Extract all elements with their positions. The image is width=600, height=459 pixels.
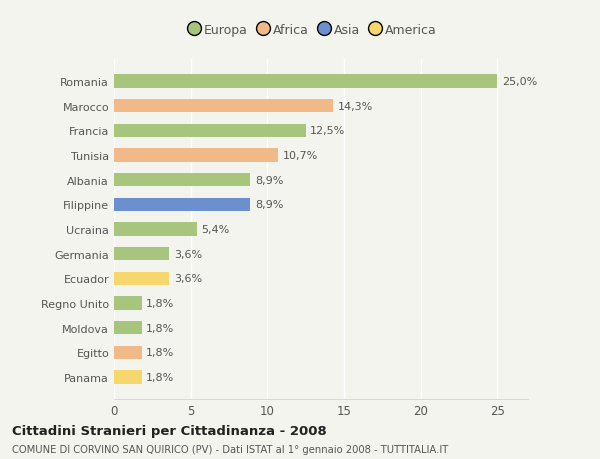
Text: COMUNE DI CORVINO SAN QUIRICO (PV) - Dati ISTAT al 1° gennaio 2008 - TUTTITALIA.: COMUNE DI CORVINO SAN QUIRICO (PV) - Dat… — [12, 444, 448, 454]
Text: 3,6%: 3,6% — [174, 274, 202, 284]
Text: 8,9%: 8,9% — [255, 175, 283, 185]
Bar — [114, 124, 305, 138]
Bar — [114, 75, 497, 89]
Bar — [114, 247, 169, 261]
Bar — [114, 100, 333, 113]
Bar — [114, 272, 169, 285]
Legend: Europa, Africa, Asia, America: Europa, Africa, Asia, America — [187, 22, 439, 40]
Bar — [114, 198, 250, 212]
Text: 1,8%: 1,8% — [146, 347, 175, 358]
Text: 1,8%: 1,8% — [146, 323, 175, 333]
Text: 3,6%: 3,6% — [174, 249, 202, 259]
Text: 8,9%: 8,9% — [255, 200, 283, 210]
Text: 1,8%: 1,8% — [146, 298, 175, 308]
Text: 1,8%: 1,8% — [146, 372, 175, 382]
Bar — [114, 321, 142, 335]
Text: 5,4%: 5,4% — [202, 224, 230, 235]
Text: 25,0%: 25,0% — [502, 77, 537, 87]
Bar — [114, 174, 250, 187]
Bar — [114, 223, 197, 236]
Bar — [114, 149, 278, 162]
Text: Cittadini Stranieri per Cittadinanza - 2008: Cittadini Stranieri per Cittadinanza - 2… — [12, 424, 327, 437]
Bar — [114, 370, 142, 384]
Bar — [114, 346, 142, 359]
Text: 10,7%: 10,7% — [283, 151, 318, 161]
Text: 12,5%: 12,5% — [310, 126, 346, 136]
Text: 14,3%: 14,3% — [338, 101, 373, 112]
Bar — [114, 297, 142, 310]
